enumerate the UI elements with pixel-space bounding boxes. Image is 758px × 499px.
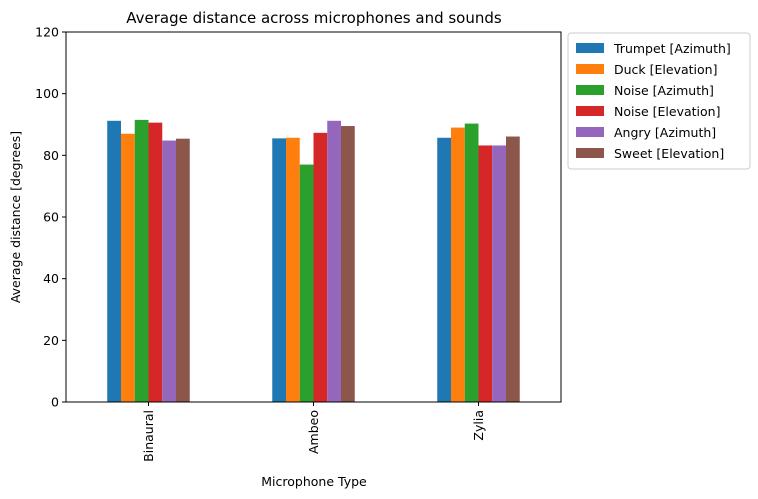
bar-zylia-4 [492, 145, 506, 402]
bar-binaural-5 [176, 138, 190, 402]
x-tick-label-binaural: Binaural [141, 410, 156, 462]
legend-entry-4: Angry [Azimuth] [614, 125, 716, 140]
bar-binaural-4 [162, 140, 176, 402]
bar-ambeo-0 [272, 138, 286, 403]
bar-zylia-0 [437, 137, 451, 402]
legend-entry-2: Noise [Azimuth] [614, 83, 714, 98]
legend-box [567, 32, 751, 170]
y-axis-label: Average distance [degrees] [8, 131, 23, 303]
y-tick-label: 0 [51, 395, 59, 410]
bar-zylia-2 [464, 123, 479, 402]
x-axis-label: Microphone Type [261, 474, 367, 489]
legend-swatch-5 [576, 148, 604, 158]
bar-binaural-3 [148, 122, 163, 403]
bar-zylia-3 [478, 145, 493, 402]
legend-swatch-2 [576, 85, 604, 95]
legend-swatch-3 [576, 106, 604, 116]
x-tick-label-ambeo: Ambeo [306, 410, 321, 454]
bar-zylia-1 [451, 127, 465, 402]
bar-binaural-1 [121, 133, 135, 402]
y-tick-label: 40 [43, 271, 59, 286]
y-tick-label: 100 [35, 86, 59, 101]
bar-ambeo-2 [299, 164, 314, 402]
bar-ambeo-1 [286, 137, 300, 402]
bar-binaural-0 [107, 120, 121, 403]
legend-swatch-1 [576, 64, 604, 74]
legend-entry-1: Duck [Elevation] [614, 62, 717, 77]
legend-swatch-4 [576, 127, 604, 137]
bar-ambeo-3 [313, 132, 328, 402]
y-tick-label: 20 [43, 333, 59, 348]
bar-zylia-5 [506, 136, 520, 402]
legend: Trumpet [Azimuth] Duck [Elevation] Noise [… [567, 32, 751, 170]
bar-binaural-2 [134, 119, 149, 403]
bar-ambeo-5 [341, 126, 355, 402]
plot-area: 0 20 40 60 80 100 120 Binaural Ambeo Zylia [35, 25, 562, 462]
y-tick-label: 120 [35, 25, 59, 40]
legend-swatch-0 [576, 43, 604, 53]
legend-entry-5: Sweet [Elevation] [614, 146, 724, 161]
bar-ambeo-4 [327, 120, 341, 403]
chart-title: Average distance across microphones and … [126, 9, 502, 27]
y-tick-label: 60 [43, 210, 59, 225]
legend-entry-0: Trumpet [Azimuth] [613, 41, 731, 56]
legend-entry-3: Noise [Elevation] [614, 104, 720, 119]
y-tick-label: 80 [43, 148, 59, 163]
x-tick-label-zylia: Zylia [471, 410, 486, 441]
